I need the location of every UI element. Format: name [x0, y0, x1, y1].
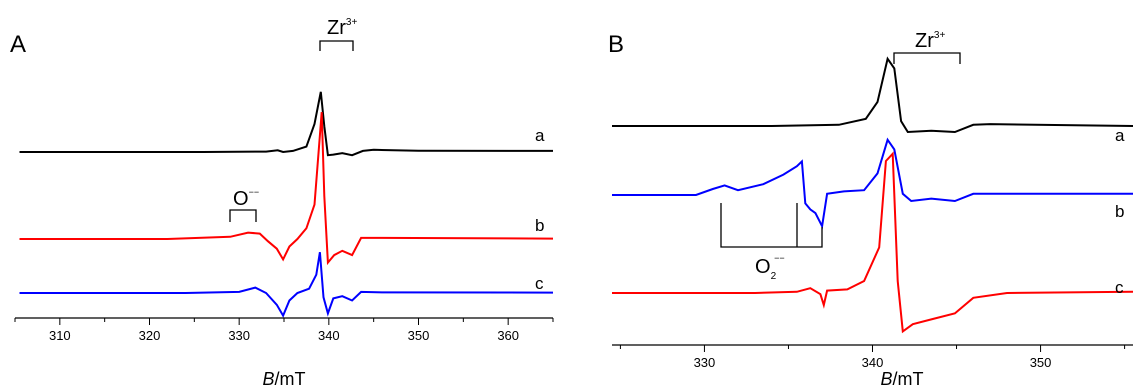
panel-a-label: A — [10, 31, 26, 58]
panel-b-zr-bracket — [893, 52, 961, 64]
x-tick-label: 330 — [694, 355, 716, 370]
panel-a-series-c-line — [19, 252, 554, 318]
x-tick-label: 310 — [49, 328, 71, 343]
x-tick-label: 360 — [497, 328, 519, 343]
panel-a-o-sup: −− — [249, 187, 260, 197]
panel-a-xlabel-rest: /mT — [275, 369, 306, 389]
panel-b-x-axis-label: B/mT — [880, 369, 923, 389]
x-tick-label: 320 — [139, 328, 161, 343]
panel-a-o-label: O−− — [233, 187, 259, 210]
panel-b-series-a-label: a — [1115, 126, 1125, 145]
panel-b-o2-label: O2 −− — [755, 253, 785, 282]
panel-a-x-axis-label: B/mT — [262, 369, 305, 389]
panel-a-zr-label: Zr3+ — [327, 17, 357, 39]
panel-a-series-b-label: b — [535, 216, 544, 235]
x-tick-label: 350 — [1030, 355, 1052, 370]
panel-a-x-ticks: 310 320 330 340 350 360 — [14, 318, 554, 343]
panel-b-xlabel-italic: B — [880, 369, 892, 389]
panel-b-o2-base: O — [755, 256, 771, 278]
panel-a-xlabel-italic: B — [262, 369, 274, 389]
x-tick-label: 340 — [862, 355, 884, 370]
panel-a-o-bracket — [229, 209, 257, 222]
panel-b-zr-sup: 3+ — [934, 30, 946, 41]
panel-b-zr-base: Zr — [915, 30, 934, 52]
panel-a: A a b c Zr3+ O−− 310 320 330 340 350 360 B/mT — [10, 17, 554, 389]
panel-b-zr-label: Zr3+ — [915, 30, 945, 52]
panel-a-zr-bracket — [319, 40, 354, 51]
x-tick-label: 350 — [408, 328, 430, 343]
panel-b-x-ticks: 330 340 350 — [619, 345, 1126, 370]
x-tick-label: 340 — [318, 328, 340, 343]
panel-a-traces — [19, 91, 554, 318]
panel-b-o2-bracket — [720, 203, 823, 248]
panel-b-traces — [612, 56, 1133, 334]
panel-b-xlabel-rest: /mT — [893, 369, 924, 389]
panel-b: B a b c Zr3+ O2 −− 330 340 350 B/mT — [608, 30, 1133, 389]
panel-b-series-a-line — [612, 56, 1133, 134]
panel-b-series-c-line — [612, 151, 1133, 334]
panel-a-zr-base: Zr — [327, 17, 346, 39]
panel-b-series-c-label: c — [1115, 278, 1124, 297]
x-tick-label: 330 — [228, 328, 250, 343]
panel-b-series-b-line — [612, 137, 1133, 230]
panel-b-series-b-label: b — [1115, 202, 1124, 221]
panel-a-series-a-line — [19, 91, 554, 157]
panel-a-zr-sup: 3+ — [346, 17, 358, 28]
panel-b-o2-sub: 2 — [771, 271, 777, 282]
panel-b-o2-sup: −− — [774, 253, 785, 263]
panel-a-series-c-label: c — [535, 274, 544, 293]
panel-a-o-base: O — [233, 188, 249, 210]
panel-b-label: B — [608, 31, 624, 58]
panel-a-series-b-line — [19, 112, 554, 266]
panel-a-series-a-label: a — [535, 126, 545, 145]
